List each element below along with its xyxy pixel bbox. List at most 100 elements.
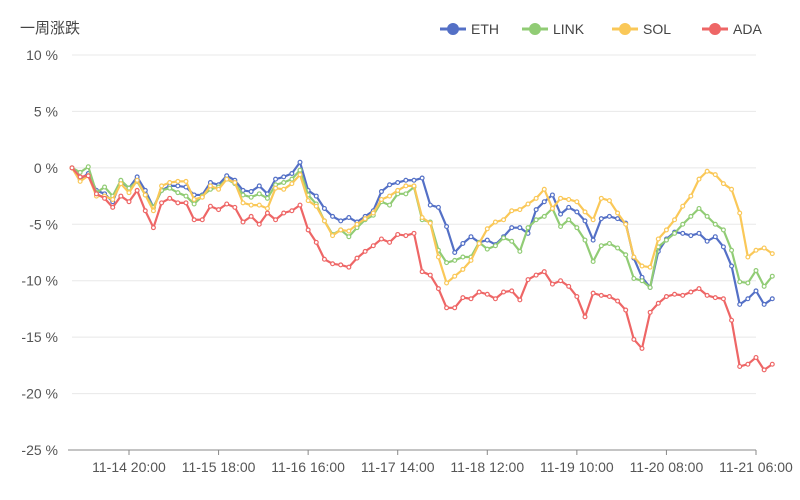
data-point (533, 195, 539, 201)
data-point (558, 211, 564, 217)
data-point (525, 201, 531, 207)
data-point (240, 219, 246, 225)
data-point (541, 199, 547, 205)
legend: ETH LINK SOL ADA (440, 21, 762, 37)
data-point (712, 234, 718, 240)
data-point (663, 227, 669, 233)
data-point (753, 288, 759, 294)
data-point (264, 195, 270, 201)
data-point (395, 231, 401, 237)
data-point (517, 207, 523, 213)
legend-item-sol[interactable]: SOL (612, 21, 671, 37)
legend-label: ADA (733, 21, 762, 37)
data-point (110, 196, 116, 202)
data-point (745, 361, 751, 367)
data-point (753, 268, 759, 274)
data-point (305, 227, 311, 233)
data-point (566, 196, 572, 202)
legend-item-ada[interactable]: ADA (702, 21, 762, 37)
data-point (403, 183, 409, 189)
data-point (501, 217, 507, 223)
data-point (378, 196, 384, 202)
data-point (191, 217, 197, 223)
y-axis: 10 % 5 % 0 % -5 % -10 % -15 % -20 % -25 % (21, 47, 58, 458)
data-point (704, 213, 710, 219)
data-point (631, 275, 637, 281)
data-point (411, 183, 417, 189)
data-point (704, 168, 710, 174)
data-point (680, 292, 686, 298)
data-point (623, 252, 629, 258)
data-point (720, 181, 726, 187)
data-point (77, 174, 83, 180)
data-point (321, 256, 327, 262)
x-tick-label: 11-20 08:00 (630, 459, 704, 475)
series-ada (69, 165, 775, 373)
y-tick-label: 10 % (26, 47, 58, 63)
data-point (435, 254, 441, 260)
legend-label: SOL (643, 21, 671, 37)
y-tick-label: 5 % (34, 103, 58, 119)
data-point (639, 263, 645, 269)
data-point (427, 202, 433, 208)
data-point (289, 208, 295, 214)
data-point (533, 217, 539, 223)
data-point (444, 280, 450, 286)
data-point (248, 202, 254, 208)
data-point (598, 292, 604, 298)
data-point (191, 201, 197, 207)
data-point (281, 174, 287, 180)
legend-marker (619, 23, 631, 35)
data-point (631, 254, 637, 260)
data-point (574, 294, 580, 300)
data-point (484, 226, 490, 232)
data-point (517, 297, 523, 303)
data-point (761, 245, 767, 251)
data-point (672, 217, 678, 223)
data-point (517, 225, 523, 231)
data-point (623, 221, 629, 227)
legend-label: ETH (471, 21, 499, 37)
data-point (696, 205, 702, 211)
data-point (525, 225, 531, 231)
data-point (370, 243, 376, 249)
data-point (167, 185, 173, 191)
data-point (468, 257, 474, 263)
data-point (517, 248, 523, 254)
data-point (492, 296, 498, 302)
data-point (403, 233, 409, 239)
data-point (745, 280, 751, 286)
data-point (313, 239, 319, 245)
data-point (655, 300, 661, 306)
data-point (321, 205, 327, 211)
data-point (199, 217, 205, 223)
data-point (574, 209, 580, 215)
data-point (582, 237, 588, 243)
data-point (541, 186, 547, 192)
data-point (729, 317, 735, 323)
data-point (492, 219, 498, 225)
legend-item-link[interactable]: LINK (522, 21, 585, 37)
data-point (712, 172, 718, 178)
data-point (150, 208, 156, 214)
data-point (313, 203, 319, 209)
data-point (427, 220, 433, 226)
data-point (273, 217, 279, 223)
legend-item-eth[interactable]: ETH (440, 21, 499, 37)
data-point (606, 213, 612, 219)
data-point (452, 257, 458, 263)
data-point (102, 184, 108, 190)
data-point (590, 259, 596, 265)
data-point (639, 345, 645, 351)
data-point (737, 301, 743, 307)
data-point (476, 240, 482, 246)
data-point (395, 187, 401, 193)
data-point (387, 193, 393, 199)
series-group (69, 159, 775, 373)
data-point (672, 230, 678, 236)
data-point (354, 221, 360, 227)
data-point (484, 291, 490, 297)
data-point (566, 204, 572, 210)
data-point (492, 243, 498, 249)
data-point (566, 283, 572, 289)
